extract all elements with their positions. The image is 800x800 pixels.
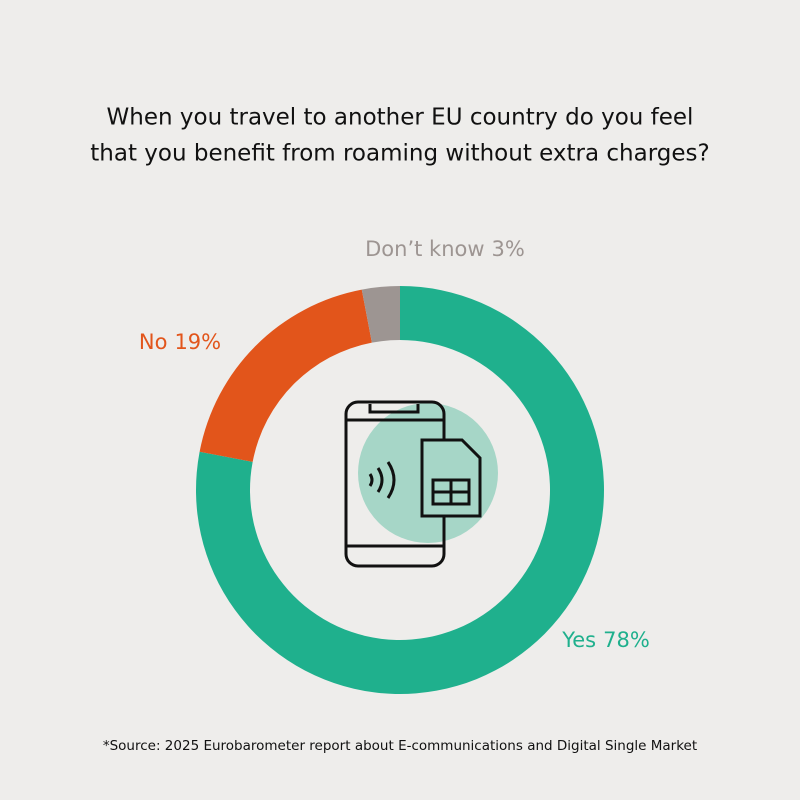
slice-category: Yes <box>561 628 596 652</box>
slice-category: Don’t know <box>365 237 484 261</box>
chart-title-line: that you benefit from roaming without ex… <box>90 141 709 167</box>
chart-title-line: When you travel to another EU country do… <box>107 105 694 131</box>
phone-icon <box>344 400 498 568</box>
slice-label: No 19% <box>139 330 221 354</box>
slice-value-label: 3% <box>492 237 525 261</box>
slice-value-label: 78% <box>603 628 650 652</box>
source-note: *Source: 2025 Eurobarometer report about… <box>103 738 697 754</box>
donut-slice <box>199 289 372 462</box>
slice-label: Don’t know 3% <box>365 237 525 261</box>
slice-value-label: 19% <box>174 330 221 354</box>
donut-slice <box>361 286 400 343</box>
slice-category: No <box>139 330 168 354</box>
labels: Yes 78% No 19% Don’t know 3% <box>139 237 650 652</box>
slice-label: Yes 78% <box>561 628 650 652</box>
donut <box>196 286 604 694</box>
